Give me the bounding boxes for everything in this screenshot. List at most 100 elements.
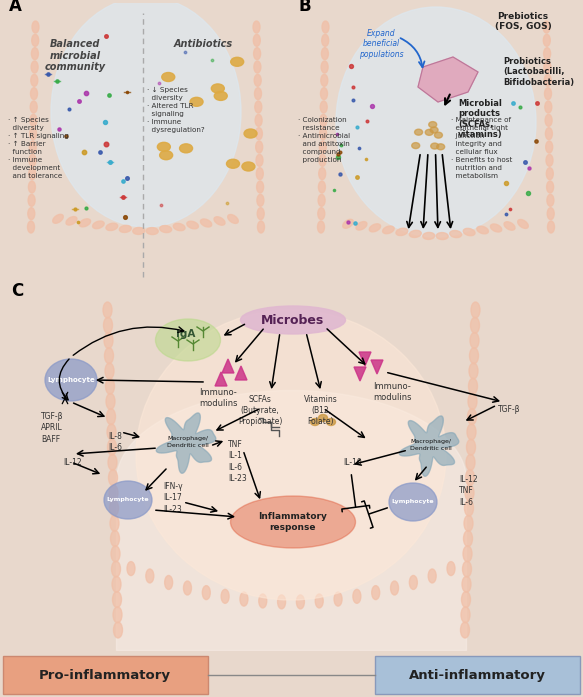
Text: B: B bbox=[299, 0, 312, 15]
Ellipse shape bbox=[326, 418, 335, 425]
Ellipse shape bbox=[546, 168, 553, 180]
Ellipse shape bbox=[30, 88, 37, 100]
Text: TGF-β
APRIL
BAFF: TGF-β APRIL BAFF bbox=[41, 412, 64, 444]
Ellipse shape bbox=[436, 233, 448, 240]
Ellipse shape bbox=[471, 302, 480, 318]
Ellipse shape bbox=[27, 221, 34, 233]
Polygon shape bbox=[371, 360, 383, 374]
Ellipse shape bbox=[104, 317, 113, 333]
Ellipse shape bbox=[106, 378, 114, 395]
Ellipse shape bbox=[296, 595, 304, 609]
Text: Lymphocyte: Lymphocyte bbox=[47, 377, 95, 383]
Ellipse shape bbox=[545, 114, 552, 126]
Ellipse shape bbox=[107, 439, 117, 455]
Ellipse shape bbox=[106, 393, 115, 409]
Text: TGF-β: TGF-β bbox=[498, 405, 521, 414]
Ellipse shape bbox=[228, 215, 238, 224]
Ellipse shape bbox=[110, 515, 119, 531]
Ellipse shape bbox=[109, 485, 118, 501]
Ellipse shape bbox=[463, 530, 472, 546]
Ellipse shape bbox=[318, 194, 325, 206]
Ellipse shape bbox=[114, 622, 122, 638]
Polygon shape bbox=[235, 366, 247, 380]
Ellipse shape bbox=[431, 143, 439, 149]
Ellipse shape bbox=[449, 231, 462, 238]
Polygon shape bbox=[215, 372, 227, 386]
Ellipse shape bbox=[463, 229, 475, 236]
Ellipse shape bbox=[465, 470, 475, 486]
Ellipse shape bbox=[31, 47, 38, 60]
Ellipse shape bbox=[111, 530, 120, 546]
Ellipse shape bbox=[112, 576, 121, 592]
Text: Antibiotics: Antibiotics bbox=[173, 39, 233, 49]
Ellipse shape bbox=[190, 98, 203, 107]
Ellipse shape bbox=[547, 208, 554, 220]
Ellipse shape bbox=[111, 561, 121, 577]
Ellipse shape bbox=[466, 439, 476, 455]
Ellipse shape bbox=[202, 585, 210, 599]
Ellipse shape bbox=[469, 348, 479, 364]
Ellipse shape bbox=[321, 61, 328, 73]
Ellipse shape bbox=[462, 592, 470, 608]
Ellipse shape bbox=[353, 590, 361, 604]
Text: IL-12: IL-12 bbox=[63, 458, 82, 467]
Text: Pro-inflammatory: Pro-inflammatory bbox=[39, 668, 171, 682]
Text: Lymphocyte: Lymphocyte bbox=[392, 500, 434, 505]
Ellipse shape bbox=[334, 592, 342, 606]
Ellipse shape bbox=[146, 569, 154, 583]
Ellipse shape bbox=[447, 562, 455, 576]
Text: TNF
IL-1
IL-6
IL-23: TNF IL-1 IL-6 IL-23 bbox=[228, 440, 247, 483]
Text: Microbial
products
(SCFAs,
vitamins): Microbial products (SCFAs, vitamins) bbox=[458, 99, 503, 139]
Ellipse shape bbox=[546, 128, 553, 139]
Ellipse shape bbox=[111, 546, 120, 562]
Ellipse shape bbox=[321, 88, 328, 100]
Polygon shape bbox=[222, 359, 234, 373]
Ellipse shape bbox=[133, 227, 145, 234]
Ellipse shape bbox=[127, 562, 135, 576]
Ellipse shape bbox=[240, 592, 248, 606]
Ellipse shape bbox=[434, 132, 442, 138]
Ellipse shape bbox=[547, 194, 554, 206]
Ellipse shape bbox=[423, 232, 435, 240]
Ellipse shape bbox=[318, 221, 325, 233]
Ellipse shape bbox=[255, 88, 262, 100]
Ellipse shape bbox=[226, 159, 240, 168]
Ellipse shape bbox=[322, 21, 329, 33]
Ellipse shape bbox=[32, 21, 39, 33]
Ellipse shape bbox=[104, 332, 113, 348]
Ellipse shape bbox=[257, 181, 264, 193]
Ellipse shape bbox=[468, 393, 477, 409]
Ellipse shape bbox=[318, 208, 325, 220]
Ellipse shape bbox=[242, 162, 255, 171]
Ellipse shape bbox=[412, 143, 420, 148]
Ellipse shape bbox=[369, 224, 381, 232]
Ellipse shape bbox=[547, 221, 554, 233]
Ellipse shape bbox=[315, 594, 323, 608]
Ellipse shape bbox=[146, 227, 158, 235]
Ellipse shape bbox=[320, 101, 327, 113]
Ellipse shape bbox=[28, 208, 35, 220]
Ellipse shape bbox=[544, 75, 551, 86]
Ellipse shape bbox=[319, 168, 326, 180]
Ellipse shape bbox=[257, 194, 264, 206]
Text: · ↑ Species
  diversity
· ↑ TLR signaling
· ↑ Barrier
  function
· Immune
  deve: · ↑ Species diversity · ↑ TLR signaling … bbox=[8, 117, 69, 179]
Ellipse shape bbox=[409, 230, 422, 238]
Ellipse shape bbox=[113, 607, 122, 622]
Text: C: C bbox=[11, 282, 23, 300]
Ellipse shape bbox=[29, 168, 36, 180]
Ellipse shape bbox=[161, 72, 175, 82]
Ellipse shape bbox=[470, 332, 479, 348]
Ellipse shape bbox=[466, 454, 475, 470]
Ellipse shape bbox=[429, 121, 437, 128]
Ellipse shape bbox=[105, 363, 114, 379]
Ellipse shape bbox=[319, 128, 326, 139]
Ellipse shape bbox=[241, 306, 346, 334]
Ellipse shape bbox=[106, 223, 118, 231]
Ellipse shape bbox=[467, 424, 476, 440]
Ellipse shape bbox=[465, 500, 473, 516]
Ellipse shape bbox=[543, 34, 550, 46]
Text: IL-10: IL-10 bbox=[343, 458, 361, 467]
Ellipse shape bbox=[545, 101, 552, 113]
Text: IFN-γ
IL-17
IL-23: IFN-γ IL-17 IL-23 bbox=[163, 482, 182, 514]
Text: Immuno-
modulins: Immuno- modulins bbox=[199, 388, 237, 408]
